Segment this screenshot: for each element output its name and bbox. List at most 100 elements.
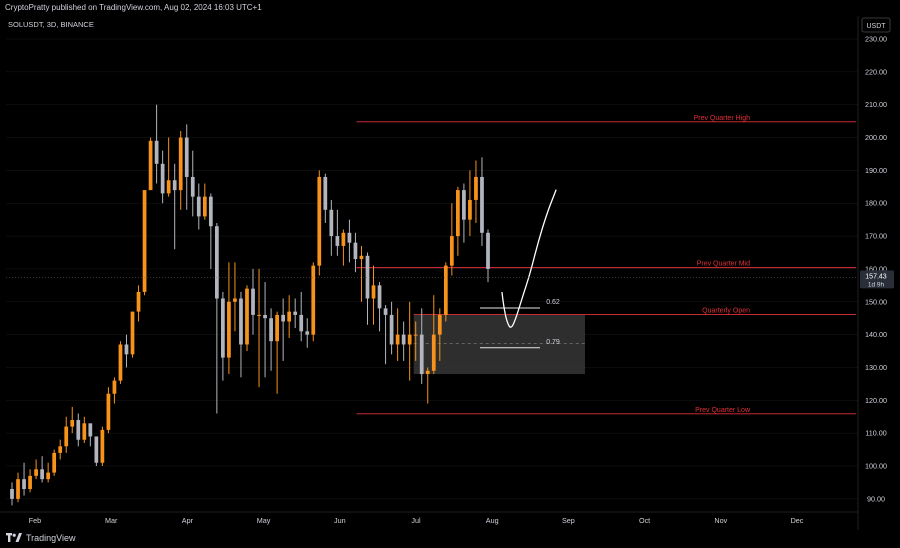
candle-body [34,469,38,476]
candle-body [359,255,364,260]
candle-body [389,314,394,345]
candle-body [456,190,460,237]
time-tick-label: Jul [411,516,421,525]
time-tick-label: Feb [29,516,41,525]
currency-badge[interactable]: USDT [861,17,891,33]
currency-label: USDT [866,23,886,30]
candle-body [82,423,87,440]
time-axis[interactable]: Feb Mar Apr May Jun Jul Aug Sep Oct Nov Dec [0,511,858,525]
last-price-box [860,270,894,289]
price-tick-label: 180.00 [865,199,887,208]
projection-path[interactable] [501,189,557,328]
candle-body [299,314,304,332]
tradingview-logo-icon [6,533,22,542]
candle-body [413,334,418,336]
brand-text: TradingView [26,533,76,543]
candle-body [10,489,14,499]
price-tick-label: 120.00 [865,396,887,405]
candle-body [40,469,44,480]
candle-body [281,314,286,322]
candle-body [275,314,279,342]
price-tick-label: 110.00 [865,429,886,438]
candle-body [486,232,490,269]
candle-body [365,255,370,299]
candle-body [353,242,358,260]
candle-body [94,436,99,463]
drawings[interactable]: 0.62 0.79 [480,189,560,349]
candle-body [64,426,69,447]
time-tick-label: Aug [486,516,499,525]
candle-body [263,314,267,319]
time-tick-label: Oct [639,516,650,525]
price-axis[interactable]: 90.00 100.00 110.00 120.00 130.00 140.00 150.0… [857,16,887,530]
candle-body [190,176,195,197]
candle-body [118,344,123,381]
candle-body [335,236,340,246]
time-tick-label: Jun [334,516,346,525]
candle-body [437,314,442,335]
candle-body [245,288,249,345]
price-tick-label: 200.00 [865,133,887,142]
candle-body [347,232,352,243]
candle-body [76,420,81,440]
candle-body [166,180,171,194]
currency-badge-box[interactable] [861,17,891,33]
symbol-title: SOLUSDT, 3D, BINANCE [8,20,94,29]
candle-body [142,190,147,292]
candle-body [311,265,316,335]
candle-body [443,265,448,315]
demand-zone-box[interactable] [413,314,585,375]
candle-body [431,334,436,371]
fib-label: 0.79 [546,339,560,346]
price-tick-label: 190.00 [865,166,887,175]
candle-body [305,331,310,335]
price-chart[interactable]: SOLUSDT, 3D, BINANCE USDT 90.00 100.00 110… [0,16,900,530]
level-lines[interactable]: Prev Quarter High Prev Quarter Mid Quarter… [356,115,856,415]
candle-body [214,226,219,299]
candle-body [419,334,424,375]
candle-body [425,370,430,375]
chart-area[interactable]: SOLUSDT, 3D, BINANCE USDT 90.00 100.00 110… [0,16,900,530]
candle-body [395,334,400,345]
candle-body [329,209,334,237]
price-tick-label: 90.00 [867,494,885,503]
candle-body [221,298,225,358]
candle-body [202,196,207,217]
candles [10,104,490,506]
time-tick-label: Mar [105,516,118,525]
candle-body [480,176,484,233]
time-tick-label: Apr [182,516,194,525]
price-tick-label: 170.00 [865,232,887,241]
candle-body [227,301,231,358]
candle-body [383,308,388,315]
candle-body [233,298,237,302]
candle-body [16,479,20,499]
level-label: Prev Quarter Mid [697,261,750,268]
candle-body [317,176,322,266]
price-tick-label: 210.00 [865,100,887,109]
candle-body [100,429,105,463]
candle-body [28,475,32,490]
candle-body [323,176,328,210]
price-tick-label: 140.00 [865,330,887,339]
candle-body [449,236,454,266]
candle-body [269,318,273,342]
candle-body [474,176,478,200]
candle-body [401,334,406,345]
grid [6,38,858,500]
tradingview-brand[interactable]: TradingView [6,533,76,543]
candle-body [52,452,57,473]
time-tick-label: Sep [562,516,575,525]
candle-body [148,140,153,191]
candle-body [377,285,382,309]
candle-body [172,180,177,191]
publish-header: CryptoPratty published on TradingView.co… [0,0,900,16]
level-label: Prev Quarter High [694,115,751,122]
candle-body [70,420,75,427]
price-tick-label: 150.00 [865,297,887,306]
candle-body [341,232,346,246]
candle-body [468,199,472,220]
level-label: Prev Quarter Low [695,407,751,414]
